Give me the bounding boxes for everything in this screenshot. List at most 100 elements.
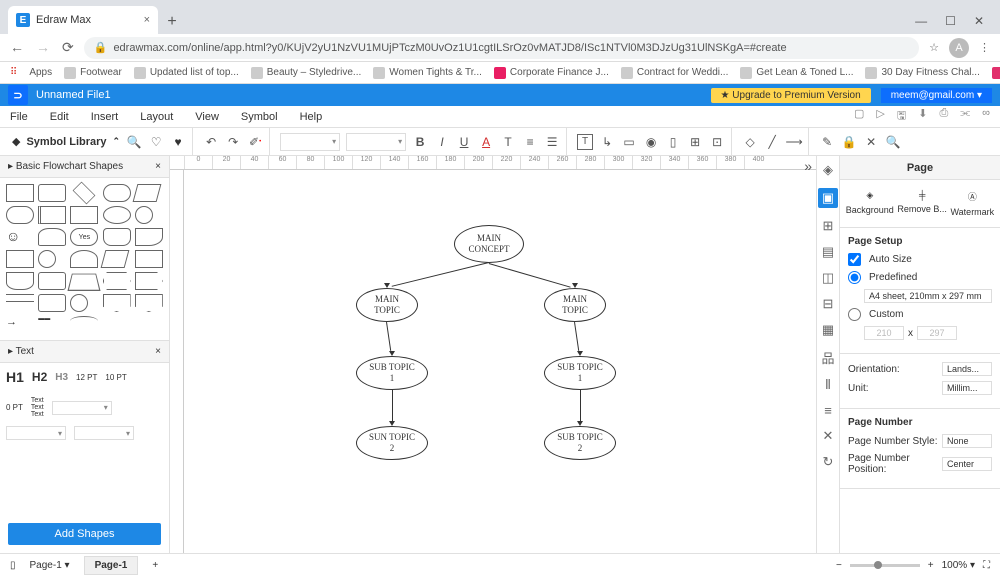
text-size-icon[interactable]: T — [500, 134, 516, 150]
list-icon[interactable]: ☰ — [544, 134, 560, 150]
shape-predefined[interactable] — [38, 206, 66, 224]
shape-arc[interactable] — [70, 316, 98, 326]
chart-icon[interactable]: ⊡ — [709, 134, 725, 150]
text-tool-icon[interactable]: T — [577, 134, 593, 150]
settings2-icon[interactable]: ✕ — [823, 428, 834, 444]
diagram-node[interactable]: SUN TOPIC2 — [356, 426, 428, 460]
star-icon[interactable]: ☆ — [929, 41, 939, 54]
apps-icon[interactable]: ⠿ — [10, 67, 17, 78]
print-icon[interactable]: ⎙ — [939, 107, 948, 126]
expand-ribbon-icon[interactable]: » — [804, 158, 812, 174]
shape-display[interactable] — [135, 250, 163, 268]
menu-insert[interactable]: Insert — [91, 111, 119, 123]
close-tab-icon[interactable]: × — [144, 14, 150, 26]
reload-icon[interactable]: ⟳ — [62, 39, 74, 56]
bookmark-item[interactable]: Corporate Finance J... — [494, 67, 609, 79]
shape-note[interactable]: ▬▬ — [38, 316, 66, 334]
forward-icon[interactable]: → — [36, 39, 50, 56]
image-icon[interactable]: ▯ — [665, 134, 681, 150]
menu-file[interactable]: File — [10, 111, 28, 123]
page-tab-active[interactable]: Page-1 — [84, 556, 139, 575]
fill-icon[interactable]: ◇ — [742, 134, 758, 150]
layer-icon[interactable]: ▤ — [822, 244, 834, 260]
shape-cyl2[interactable] — [70, 250, 98, 268]
diagram-node[interactable]: SUB TOPIC1 — [544, 356, 616, 390]
shapes-panel-header[interactable]: ▸ Basic Flowchart Shapes × — [0, 156, 169, 178]
predefined-radio[interactable] — [848, 271, 861, 284]
add-page-button[interactable]: + — [152, 560, 158, 571]
shape-tag[interactable] — [135, 294, 163, 312]
user-menu[interactable]: meem@gmail.com ▾ — [881, 88, 992, 103]
shape-manual[interactable] — [100, 250, 129, 268]
format-painter-icon[interactable]: ✐• — [247, 134, 263, 150]
heart-icon[interactable]: ♥ — [170, 134, 186, 150]
redo-icon[interactable]: ↷ — [225, 134, 241, 150]
shape-pent[interactable] — [135, 272, 163, 290]
shape-r3[interactable] — [38, 294, 66, 312]
shape-card[interactable] — [6, 250, 34, 268]
tree-icon[interactable]: 品 — [821, 348, 834, 367]
height-input[interactable] — [917, 326, 957, 340]
shape-doc[interactable] — [135, 228, 163, 246]
diagram-node[interactable]: SUB TOPIC2 — [544, 426, 616, 460]
pt0-label[interactable]: 0 PT — [6, 403, 23, 412]
close-text-panel-icon[interactable]: × — [155, 346, 161, 357]
menu-dots-icon[interactable]: ⋮ — [979, 41, 990, 54]
bookmark-item[interactable]: Footwear — [64, 67, 122, 79]
undo-icon[interactable]: ↶ — [203, 134, 219, 150]
add-shapes-button[interactable]: Add Shapes — [8, 523, 161, 545]
text-box2[interactable] — [6, 426, 66, 440]
upgrade-button[interactable]: ★ Upgrade to Premium Version — [711, 88, 871, 103]
shape-db[interactable]: Yes — [70, 228, 98, 246]
page-style-select[interactable]: None — [942, 434, 992, 448]
url-input[interactable]: 🔒 edrawmax.com/online/app.html?y0/KUjV2y… — [84, 37, 919, 59]
bookmark-item[interactable]: 30 Day Fitness Chal... — [865, 67, 979, 79]
distribute-icon[interactable]: ≡ — [824, 403, 832, 418]
underline-icon[interactable]: U — [456, 134, 472, 150]
db-icon[interactable]: ⊟ — [823, 296, 834, 312]
save-icon[interactable]: 🖫 — [897, 107, 906, 126]
bookmark-item[interactable]: Apps — [29, 67, 52, 78]
menu-symbol[interactable]: Symbol — [241, 111, 278, 123]
width-input[interactable] — [864, 326, 904, 340]
link-icon[interactable]: ∞ — [982, 107, 990, 126]
h1-button[interactable]: H1 — [6, 369, 24, 385]
shape-trap[interactable] — [68, 274, 101, 291]
font-size-select[interactable] — [346, 133, 406, 151]
page-pos-select[interactable]: Center — [942, 457, 992, 471]
edit-icon[interactable]: ✎ — [819, 134, 835, 150]
zoom-in-icon[interactable]: + — [928, 560, 934, 571]
minimize-icon[interactable]: — — [915, 14, 927, 28]
menu-help[interactable]: Help — [300, 111, 323, 123]
shape-rounded-icon[interactable]: ◉ — [643, 134, 659, 150]
line-icon[interactable]: ╱ — [764, 134, 780, 150]
theme-icon[interactable]: ◈ — [823, 162, 833, 178]
shape-circle[interactable] — [38, 250, 56, 268]
shape-internal[interactable] — [70, 206, 98, 224]
h2-button[interactable]: H2 — [32, 370, 47, 384]
grid-icon[interactable]: ⊞ — [823, 218, 834, 234]
new-tab-button[interactable]: + — [160, 10, 184, 34]
align-tool-icon[interactable]: ▦ — [822, 322, 834, 338]
shape-wave[interactable] — [6, 272, 34, 290]
diagram-node[interactable]: SUB TOPIC1 — [356, 356, 428, 390]
menu-edit[interactable]: Edit — [50, 111, 69, 123]
history-icon[interactable]: ↻ — [823, 454, 834, 470]
shape-rounded[interactable] — [38, 184, 66, 202]
bookmark-item[interactable]: Updated list of top... — [134, 67, 239, 79]
layers-icon[interactable]: ◫ — [822, 270, 834, 286]
shape-decision[interactable] — [73, 182, 96, 205]
font-color-icon[interactable]: A — [478, 134, 494, 150]
shape-terminator[interactable] — [103, 184, 131, 202]
auto-size-checkbox[interactable] — [848, 253, 861, 266]
pt10-label[interactable]: 10 PT — [105, 373, 126, 382]
shape-capsule[interactable] — [6, 206, 34, 224]
tools-icon[interactable]: ✕ — [863, 134, 879, 150]
table-icon[interactable]: ⊞ — [687, 134, 703, 150]
bookmark-item[interactable]: Negin Mirsalehi (@... — [992, 67, 1000, 79]
unit-select[interactable]: Millim... — [942, 381, 992, 395]
menu-view[interactable]: View — [195, 111, 219, 123]
watermark-button[interactable]: ⒶWatermark — [951, 190, 995, 217]
italic-icon[interactable]: I — [434, 134, 450, 150]
menu-layout[interactable]: Layout — [140, 111, 173, 123]
